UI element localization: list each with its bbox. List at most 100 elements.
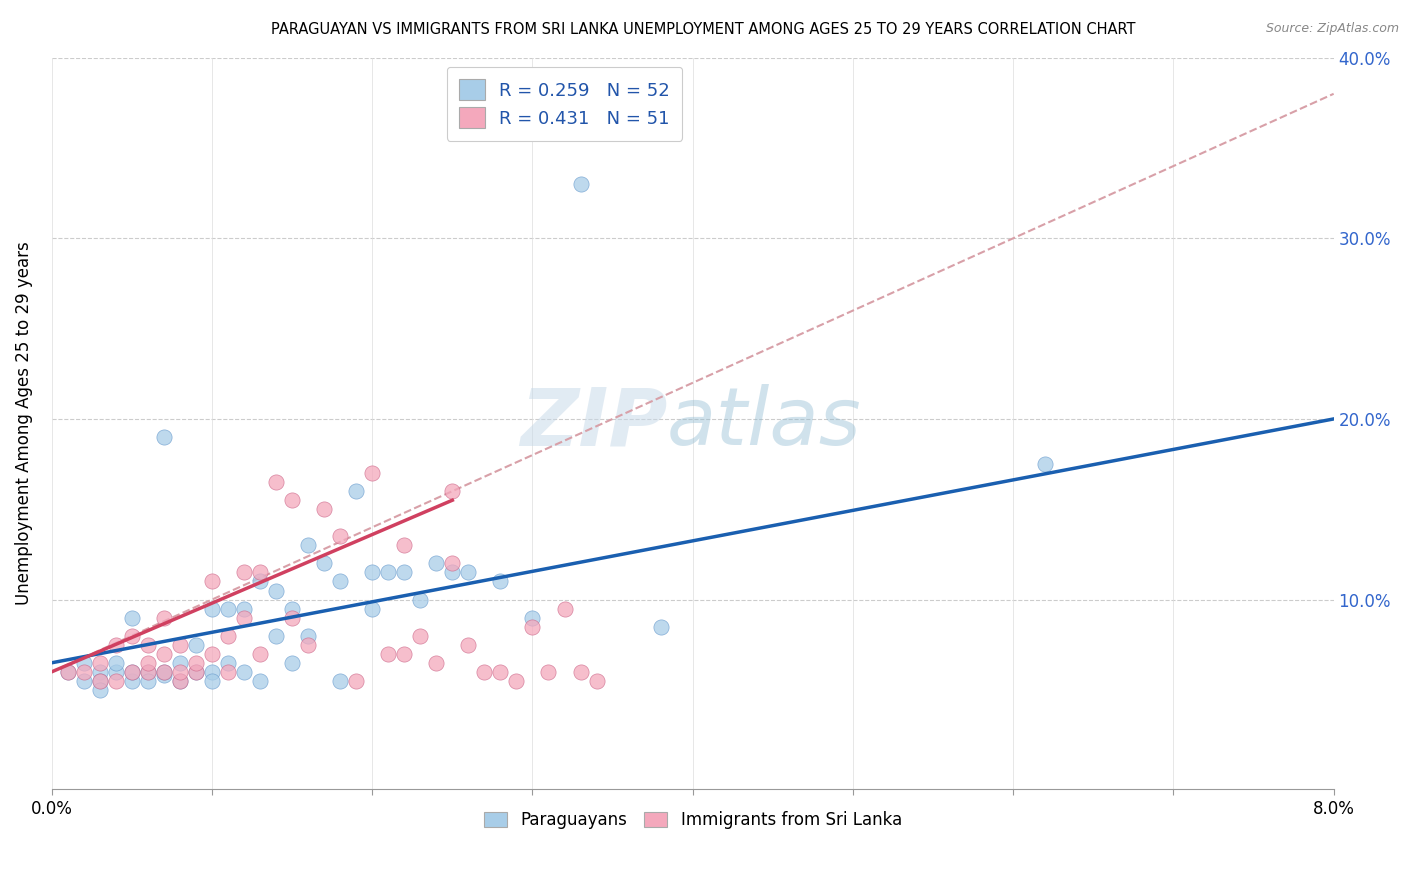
Point (217, 665, 239, 679)
Point (522, 610, 544, 624)
Point (153, 647, 176, 661)
Point (474, 665, 496, 679)
Point (329, 529, 352, 543)
Point (394, 538, 416, 552)
Point (489, 574, 512, 589)
Point (89, 656, 111, 670)
Point (314, 502, 336, 516)
Point (136, 665, 159, 679)
Point (553, 601, 575, 615)
Point (153, 668, 176, 682)
Point (233, 610, 256, 624)
Y-axis label: Unemployment Among Ages 25 to 29 years: Unemployment Among Ages 25 to 29 years (15, 242, 32, 606)
Text: PARAGUAYAN VS IMMIGRANTS FROM SRI LANKA UNEMPLOYMENT AMONG AGES 25 TO 29 YEARS C: PARAGUAYAN VS IMMIGRANTS FROM SRI LANKA … (271, 22, 1135, 37)
Text: Source: ZipAtlas.com: Source: ZipAtlas.com (1265, 22, 1399, 36)
Point (344, 484, 367, 499)
Point (1033, 457, 1056, 471)
Point (233, 665, 256, 679)
Point (201, 673, 224, 688)
Point (281, 610, 304, 624)
Point (169, 665, 191, 679)
Point (217, 656, 239, 670)
Point (489, 665, 512, 679)
Point (121, 673, 143, 688)
Point (201, 574, 224, 589)
Point (153, 665, 176, 679)
Point (153, 665, 176, 679)
Point (121, 665, 143, 679)
Point (537, 665, 560, 679)
Point (217, 629, 239, 643)
Point (89, 673, 111, 688)
Point (297, 638, 319, 652)
Legend: Paraguayans, Immigrants from Sri Lanka: Paraguayans, Immigrants from Sri Lanka (477, 805, 908, 836)
Point (409, 629, 432, 643)
Point (425, 557, 447, 571)
Point (264, 583, 287, 598)
Text: atlas: atlas (666, 384, 862, 462)
Point (361, 566, 384, 580)
Point (184, 656, 207, 670)
Point (136, 673, 159, 688)
Point (314, 557, 336, 571)
Point (136, 656, 159, 670)
Point (264, 629, 287, 643)
Point (73, 656, 96, 670)
Point (184, 665, 207, 679)
Point (169, 673, 191, 688)
Point (650, 620, 672, 634)
Point (569, 665, 592, 679)
Point (441, 566, 464, 580)
Point (344, 673, 367, 688)
Point (409, 592, 432, 607)
Point (249, 673, 271, 688)
Point (169, 673, 191, 688)
Text: ZIP: ZIP (520, 384, 666, 462)
Point (505, 673, 527, 688)
Point (89, 665, 111, 679)
Point (377, 566, 399, 580)
Point (136, 638, 159, 652)
Point (153, 430, 176, 444)
Point (394, 566, 416, 580)
Point (184, 638, 207, 652)
Point (104, 665, 127, 679)
Point (217, 601, 239, 615)
Point (441, 484, 464, 499)
Point (297, 538, 319, 552)
Point (201, 647, 224, 661)
Point (249, 574, 271, 589)
Point (201, 665, 224, 679)
Point (249, 647, 271, 661)
Point (329, 673, 352, 688)
Point (169, 638, 191, 652)
Point (73, 673, 96, 688)
Point (169, 656, 191, 670)
Point (56, 665, 79, 679)
Point (104, 656, 127, 670)
Point (457, 566, 479, 580)
Point (233, 601, 256, 615)
Point (136, 665, 159, 679)
Point (361, 466, 384, 480)
Point (89, 673, 111, 688)
Point (394, 647, 416, 661)
Point (104, 638, 127, 652)
Point (425, 656, 447, 670)
Point (104, 673, 127, 688)
Point (441, 557, 464, 571)
Point (121, 610, 143, 624)
Point (201, 601, 224, 615)
Point (184, 665, 207, 679)
Point (56, 665, 79, 679)
Point (281, 493, 304, 508)
Point (233, 566, 256, 580)
Point (121, 665, 143, 679)
Point (457, 638, 479, 652)
Point (73, 665, 96, 679)
Point (281, 601, 304, 615)
Point (121, 629, 143, 643)
Point (585, 673, 607, 688)
Point (89, 682, 111, 697)
Point (297, 629, 319, 643)
